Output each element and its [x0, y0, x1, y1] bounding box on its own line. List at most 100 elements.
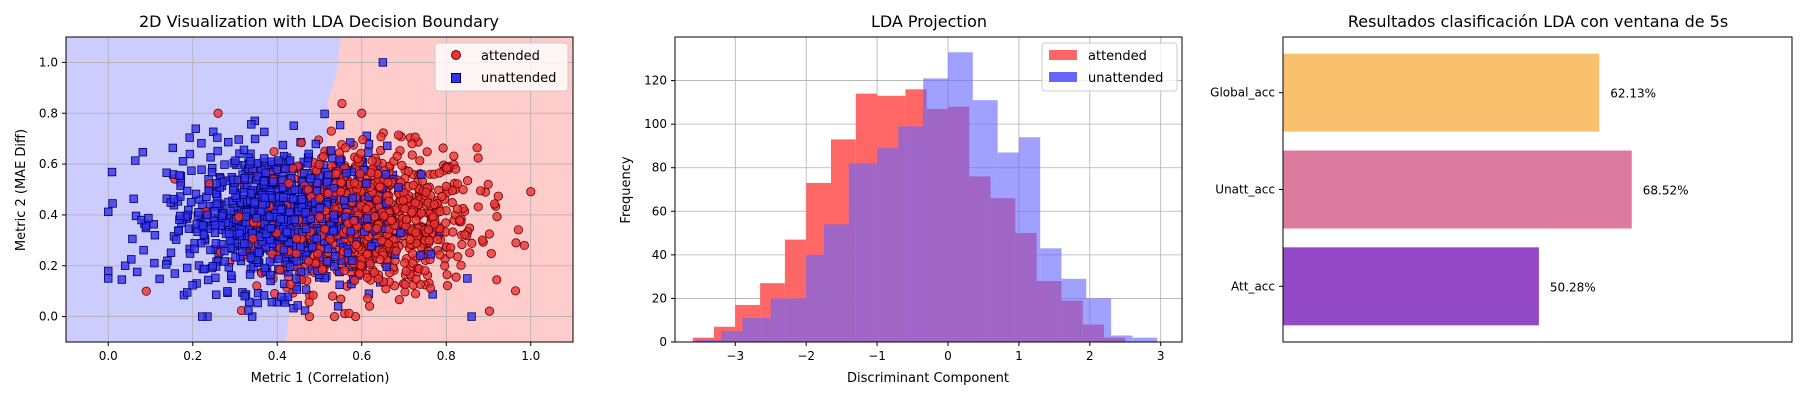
attended-point: [349, 216, 359, 226]
unattended-point: [329, 226, 338, 236]
legend-attended-marker: [451, 50, 461, 60]
legend-unattended-marker: [451, 73, 461, 83]
attended-point: [336, 187, 346, 197]
unattended-point: [240, 291, 249, 301]
attended-point: [314, 212, 325, 222]
unattended-histogram-bar: [1132, 337, 1158, 342]
attended-point: [304, 297, 314, 307]
unattended-point: [220, 257, 229, 266]
unattended-point: [211, 273, 220, 283]
unattended-point: [127, 255, 136, 264]
unattended-histogram-bar: [923, 78, 948, 343]
unattended-point: [260, 193, 270, 202]
attended-point: [372, 223, 382, 234]
attended-point: [234, 212, 244, 222]
attended-point: [408, 180, 418, 190]
unattended-point: [416, 251, 425, 260]
unattended-point: [169, 194, 179, 204]
scatter-frame: [65, 36, 574, 343]
unattended-point: [238, 247, 247, 256]
unattended-histogram-bar: [972, 100, 998, 342]
unattended-point: [304, 149, 313, 159]
unattended-point: [240, 239, 249, 248]
unattended-point: [213, 133, 222, 142]
attended-point: [392, 151, 402, 161]
histogram-y-tick-label: 120: [644, 74, 667, 88]
attended-point: [405, 235, 415, 245]
unattended-point: [323, 178, 332, 187]
unattended-point: [246, 253, 256, 262]
unattended-point: [259, 154, 269, 163]
unattended-point: [150, 258, 159, 268]
unattended-point: [204, 275, 213, 285]
unattended-point: [364, 139, 374, 149]
attended-point: [336, 177, 346, 187]
unattended-point: [207, 167, 217, 177]
unattended-point: [228, 185, 238, 195]
attended-point: [355, 169, 365, 179]
unattended-histogram-bar: [948, 52, 973, 342]
attended-point: [519, 240, 530, 251]
unattended-point: [323, 244, 333, 253]
attended-point: [462, 176, 473, 186]
unattended-histogram-bar: [696, 339, 722, 342]
unattended-point: [276, 205, 286, 214]
accuracy-bar-global-acc: [1283, 53, 1600, 132]
unattended-point: [267, 297, 277, 307]
unattended-point: [463, 274, 472, 283]
attended-point: [438, 143, 448, 153]
unattended-point: [246, 189, 256, 198]
unattended-point: [323, 170, 333, 180]
attended-point: [349, 178, 360, 188]
unattended-point: [267, 157, 276, 166]
attended-point: [432, 235, 443, 245]
attended-point: [410, 198, 421, 208]
attended-point: [379, 211, 389, 221]
attended-point: [375, 254, 385, 265]
attended-point: [275, 265, 285, 275]
attended-point: [365, 259, 375, 269]
attended-point: [336, 294, 346, 304]
unattended-histogram-bar: [1018, 137, 1041, 342]
unattended-point: [262, 229, 271, 238]
unattended-point: [333, 302, 343, 311]
attended-point: [411, 274, 421, 284]
attended-point: [465, 248, 475, 258]
scatter-y-tick-label: 0.8: [39, 106, 58, 120]
unattended-point: [320, 109, 329, 119]
scatter-x-tick-label: 0.0: [99, 349, 118, 363]
unattended-histogram-bar: [848, 163, 878, 342]
unattended-point: [137, 215, 146, 225]
attended-point: [429, 219, 440, 229]
unattended-point: [274, 254, 283, 264]
attended-point: [484, 229, 495, 239]
attended-point: [386, 215, 396, 226]
accuracy-bar-chart: Resultados clasificación LDA con ventana…: [1210, 12, 1793, 343]
attended-point: [442, 163, 452, 173]
unattended-point: [107, 167, 117, 177]
unattended-point: [312, 234, 322, 243]
attended-point: [403, 166, 414, 176]
attended-point: [320, 224, 330, 234]
attended-point: [401, 266, 411, 276]
histogram-x-tick-label: −1: [868, 349, 886, 363]
unattended-point: [301, 224, 311, 233]
unattended-point: [272, 165, 282, 174]
attended-point: [350, 275, 360, 286]
unattended-point: [208, 261, 218, 271]
attended-point: [421, 187, 431, 197]
attended-point: [407, 150, 417, 160]
unattended-point: [235, 228, 244, 238]
unattended-point: [260, 263, 269, 273]
attended-point: [473, 202, 483, 212]
unattended-histogram-bar: [1111, 335, 1133, 342]
attended-point: [425, 283, 436, 293]
attended-point: [317, 265, 327, 275]
attended-point: [486, 248, 496, 259]
attended-point: [401, 214, 412, 224]
unattended-point: [162, 168, 171, 177]
attended-point: [477, 235, 488, 245]
unattended-point: [331, 252, 340, 261]
unattended-point: [378, 58, 388, 67]
